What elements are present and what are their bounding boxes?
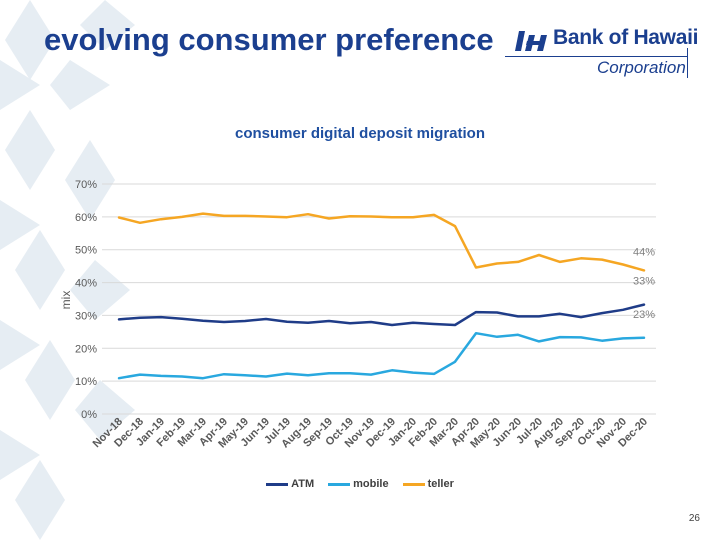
legend-label: mobile: [353, 478, 389, 490]
bank-logo-icon: [515, 31, 547, 51]
page-number: 26: [688, 513, 700, 524]
legend-label: ATM: [291, 478, 315, 490]
series-line-teller: [117, 212, 646, 272]
legend-item-teller: teller: [402, 478, 454, 490]
bank-logo: Bank of Hawaii Corporation: [505, 26, 717, 80]
y-tick-label: 0%: [81, 409, 97, 421]
series-line-mobile: [117, 331, 646, 380]
background-pattern: [0, 0, 135, 540]
data-label-mobile: 23%: [633, 309, 655, 321]
y-axis-label: mix: [59, 291, 73, 310]
legend-item-atm: ATM: [266, 478, 314, 490]
chart-legend: ATM mobile teller: [0, 478, 720, 490]
slide-title: evolving consumer preference: [44, 22, 494, 57]
logo-subtitle: Corporation: [597, 58, 686, 77]
y-tick-label: 70%: [75, 179, 97, 191]
logo-divider-vertical: [687, 48, 688, 78]
legend-swatch: [266, 482, 289, 486]
y-tick-label: 50%: [75, 245, 97, 257]
data-label-atm: 33%: [633, 276, 655, 288]
series-line-atm: [117, 303, 646, 327]
logo-name: Bank of Hawaii: [553, 26, 699, 49]
legend-label: teller: [427, 478, 454, 490]
legend-swatch: [328, 482, 351, 486]
y-tick-label: 40%: [75, 278, 97, 290]
chart-title: consumer digital deposit migration: [234, 125, 486, 142]
legend-item-mobile: mobile: [328, 478, 389, 490]
data-label-teller: 44%: [633, 246, 655, 258]
y-tick-label: 60%: [75, 212, 97, 224]
y-tick-label: 20%: [75, 343, 97, 355]
logo-divider: [505, 56, 687, 57]
legend-swatch: [402, 482, 425, 486]
y-tick-label: 30%: [75, 310, 97, 322]
y-tick-label: 10%: [75, 376, 97, 388]
